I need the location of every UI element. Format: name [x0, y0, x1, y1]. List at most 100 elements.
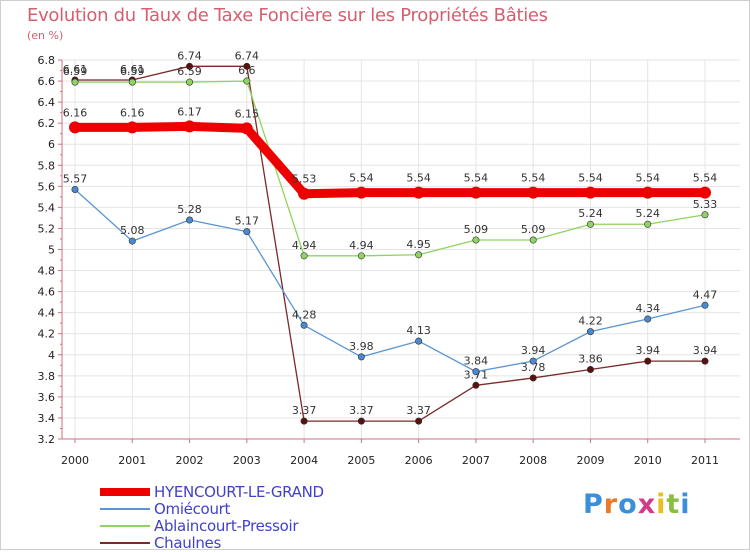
- data-label-1-11: 5.33: [693, 198, 718, 211]
- ytick-label-14: 6: [48, 138, 55, 151]
- data-point-2-2: [186, 216, 194, 224]
- xtick-label-11: 2011: [691, 454, 719, 467]
- data-point-1-9: [586, 220, 594, 228]
- logo-letter-0: P: [583, 489, 604, 520]
- ytick-label-1: 3.4: [38, 412, 56, 425]
- data-point-0-2: [186, 62, 194, 70]
- ytick-label-2: 3.6: [38, 391, 56, 404]
- legend-label-chaulnes: Chaulnes: [154, 534, 221, 552]
- ytick-label-11: 5.4: [38, 201, 56, 214]
- data-label-2-1: 5.08: [120, 224, 145, 237]
- data-point-0-10: [644, 357, 652, 365]
- data-label-2-3: 5.17: [235, 215, 260, 228]
- data-point-0-3: [243, 62, 251, 70]
- xtick-label-10: 2010: [634, 454, 662, 467]
- legend-label-ablaincourt: Ablaincourt-Pressoir: [154, 517, 299, 535]
- series-line-2: [74, 188, 706, 373]
- ytick-label-18: 6.8: [38, 54, 56, 67]
- data-point-2-1: [128, 237, 136, 245]
- series-ablaincourt-pressoir: 6.59 6.59 6.59 6.6 4.94 4.94 4.95 5.09 5.09 5.24 5…: [63, 64, 718, 260]
- data-point-3-0: [69, 121, 81, 134]
- legend-swatch-chaulnes: [100, 542, 150, 544]
- data-point-3-6: [412, 186, 425, 199]
- data-label-3-4: 5.53: [292, 173, 317, 186]
- data-label-3-10: 5.54: [635, 172, 660, 185]
- data-point-3-3: [240, 122, 253, 135]
- logo-letter-5: t: [666, 489, 681, 520]
- xtick-label-2: 2002: [176, 454, 204, 467]
- data-label-3-1: 6.16: [120, 106, 145, 119]
- logo-letter-4: i: [656, 489, 667, 520]
- legend: HYENCOURT-LE-GRAND Omiécourt Ablaincourt…: [100, 483, 400, 552]
- legend-item-hyencourt[interactable]: HYENCOURT-LE-GRAND: [100, 483, 400, 501]
- data-label-1-0: 6.59: [63, 65, 88, 78]
- ytick-label-12: 5.6: [38, 180, 56, 193]
- xtick-label-8: 2008: [519, 454, 547, 467]
- legend-item-omiecourt[interactable]: Omiécourt: [100, 500, 400, 518]
- data-label-2-7: 3.84: [464, 355, 489, 368]
- data-label-1-1: 6.59: [120, 65, 145, 78]
- data-label-3-3: 6.15: [235, 107, 260, 120]
- legend-swatch-omiecourt: [100, 508, 150, 510]
- data-point-3-1: [126, 121, 139, 134]
- data-label-0-11: 3.94: [693, 344, 718, 357]
- data-label-2-10: 4.34: [635, 302, 660, 315]
- xtick-label-4: 2004: [290, 454, 318, 467]
- data-label-2-11: 4.47: [693, 288, 718, 301]
- data-label-2-5: 3.98: [349, 340, 374, 353]
- ytick-label-6: 4.4: [38, 307, 56, 320]
- unit-label: (en %): [27, 29, 64, 42]
- series-line-1: [74, 80, 706, 257]
- legend-item-ablaincourt[interactable]: Ablaincourt-Pressoir: [100, 517, 400, 535]
- ytick-label-13: 5.8: [38, 159, 56, 172]
- data-label-2-2: 5.28: [177, 203, 202, 216]
- data-point-0-6: [415, 417, 423, 425]
- data-point-1-11: [701, 211, 709, 219]
- data-label-1-7: 5.09: [464, 223, 489, 236]
- data-label-0-0: 6.61: [63, 63, 88, 76]
- data-label-1-5: 4.94: [349, 239, 374, 252]
- ytick-label-3: 3.8: [38, 370, 56, 383]
- data-point-2-10: [644, 315, 652, 323]
- data-point-2-4: [300, 321, 308, 329]
- xtick-label-7: 2007: [462, 454, 490, 467]
- data-label-2-0: 5.57: [63, 172, 88, 185]
- data-point-2-7: [472, 368, 480, 376]
- data-label-3-2: 6.17: [177, 105, 202, 118]
- data-label-3-11: 5.54: [693, 172, 718, 185]
- data-label-1-2: 6.59: [177, 65, 202, 78]
- data-label-0-9: 3.86: [578, 353, 603, 366]
- ytick-label-5: 4.2: [38, 328, 56, 341]
- data-point-2-0: [71, 185, 79, 193]
- data-label-3-8: 5.54: [521, 172, 546, 185]
- legend-item-chaulnes[interactable]: Chaulnes: [100, 534, 400, 552]
- ytick-label-0: 3.2: [38, 433, 56, 446]
- data-point-1-4: [300, 252, 308, 260]
- ytick-label-4: 4: [48, 349, 55, 362]
- data-point-3-2: [183, 120, 196, 133]
- data-point-3-4: [298, 187, 311, 200]
- data-label-3-7: 5.54: [464, 172, 489, 185]
- legend-swatch-ablaincourt: [100, 525, 150, 527]
- data-label-1-4: 4.94: [292, 239, 317, 252]
- data-point-0-8: [529, 374, 537, 382]
- data-label-2-8: 3.94: [521, 344, 546, 357]
- data-point-1-7: [472, 236, 480, 244]
- ytick-label-9: 5: [48, 244, 55, 257]
- series-chaulnes: 6.616.616.746.743.373.373.373.713.783.86…: [63, 49, 718, 425]
- data-point-2-3: [243, 228, 251, 236]
- data-label-2-9: 4.22: [578, 315, 603, 328]
- data-label-3-9: 5.54: [578, 172, 603, 185]
- data-label-0-10: 3.94: [635, 344, 660, 357]
- data-label-3-6: 5.54: [406, 172, 431, 185]
- data-point-1-6: [415, 251, 423, 259]
- proxiti-logo: Proxiti: [583, 489, 691, 520]
- data-point-3-7: [469, 186, 482, 199]
- xtick-label-5: 2005: [347, 454, 375, 467]
- data-point-1-3: [243, 77, 251, 85]
- data-label-1-3: 6.6: [238, 64, 256, 77]
- xtick-label-1: 2001: [118, 454, 146, 467]
- data-point-2-11: [701, 301, 709, 309]
- chart-title: Evolution du Taux de Taxe Foncière sur l…: [27, 5, 548, 26]
- legend-label-hyencourt: HYENCOURT-LE-GRAND: [154, 483, 324, 501]
